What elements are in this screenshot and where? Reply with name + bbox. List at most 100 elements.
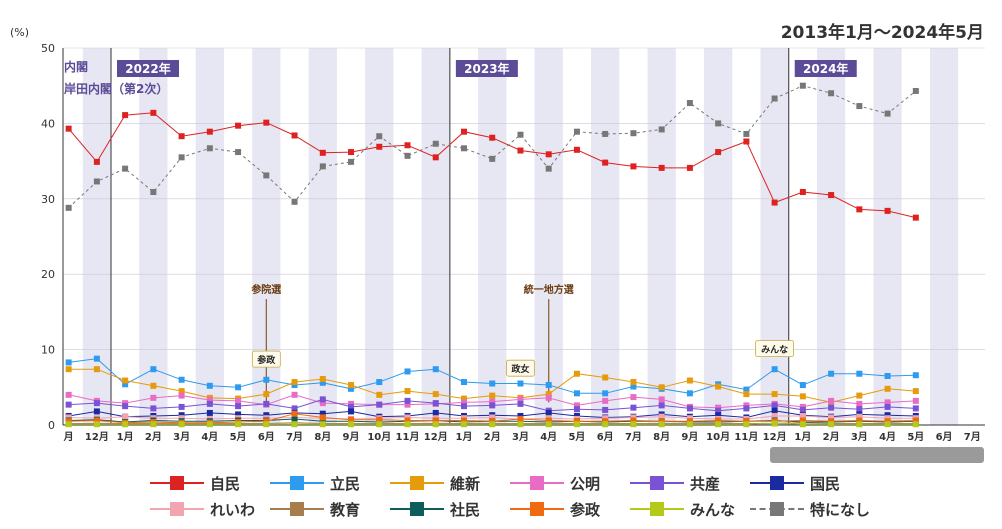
data-point bbox=[715, 120, 722, 127]
data-point bbox=[602, 390, 609, 397]
data-point bbox=[856, 417, 863, 424]
data-point bbox=[404, 368, 411, 375]
y-tick-label: 10 bbox=[41, 344, 55, 357]
data-point bbox=[178, 154, 185, 161]
data-point bbox=[828, 370, 835, 377]
data-point bbox=[432, 409, 439, 416]
data-point bbox=[573, 128, 580, 135]
x-tick-label: 4月 bbox=[540, 431, 557, 443]
data-point bbox=[376, 379, 383, 386]
data-point bbox=[602, 415, 609, 422]
data-point bbox=[517, 400, 524, 407]
legend-item: 国民 bbox=[750, 473, 870, 494]
data-point bbox=[771, 95, 778, 102]
callout-label: みんな bbox=[761, 345, 788, 356]
x-tick-label: 5月 bbox=[907, 431, 924, 443]
data-point bbox=[828, 192, 835, 199]
data-point bbox=[573, 421, 580, 428]
data-point bbox=[630, 414, 637, 421]
data-point bbox=[291, 132, 298, 139]
data-point bbox=[658, 413, 665, 420]
data-point bbox=[715, 412, 722, 419]
y-tick-label: 20 bbox=[41, 268, 55, 281]
data-point bbox=[122, 112, 129, 119]
data-point bbox=[93, 417, 100, 424]
data-point bbox=[178, 376, 185, 383]
data-point bbox=[432, 366, 439, 373]
data-point bbox=[743, 402, 750, 409]
poll-line-chart: 0 10 20 30 40 50 (%) 2022年 2023年 2024年 内閣岸田内閣（第2次）… bbox=[10, 26, 985, 443]
data-point bbox=[545, 394, 552, 401]
data-point bbox=[602, 159, 609, 166]
data-point bbox=[65, 391, 72, 398]
chart-scrollbar[interactable] bbox=[770, 447, 984, 463]
data-point bbox=[771, 366, 778, 373]
data-point bbox=[206, 128, 213, 135]
data-point bbox=[884, 372, 891, 379]
x-tick-label: 12月 bbox=[85, 431, 109, 443]
data-point bbox=[263, 412, 270, 419]
data-point bbox=[376, 421, 383, 428]
x-tick-label: 2月 bbox=[823, 431, 840, 443]
data-point bbox=[743, 421, 750, 428]
data-point bbox=[319, 376, 326, 383]
data-point bbox=[828, 397, 835, 404]
data-point bbox=[799, 406, 806, 413]
year-tag-label: 2023年 bbox=[464, 61, 509, 76]
data-point bbox=[771, 420, 778, 427]
data-point bbox=[630, 379, 637, 386]
data-point bbox=[884, 415, 891, 422]
data-point bbox=[178, 392, 185, 399]
legend-item: 維新 bbox=[390, 473, 510, 494]
legend-swatch bbox=[270, 476, 324, 490]
data-point bbox=[602, 374, 609, 381]
event-label: 統一地方選 bbox=[524, 283, 574, 296]
data-point bbox=[235, 421, 242, 428]
data-point bbox=[658, 126, 665, 133]
data-point bbox=[432, 421, 439, 428]
data-point bbox=[404, 401, 411, 408]
data-point bbox=[828, 414, 835, 421]
data-point bbox=[771, 412, 778, 419]
data-point bbox=[856, 103, 863, 110]
data-point bbox=[150, 109, 157, 116]
data-point bbox=[828, 421, 835, 428]
data-point bbox=[291, 405, 298, 412]
month-band bbox=[421, 48, 450, 425]
year-tag bbox=[794, 60, 857, 77]
legend-label: 自民 bbox=[210, 474, 241, 493]
data-point bbox=[799, 189, 806, 196]
data-point bbox=[799, 412, 806, 419]
data-point bbox=[319, 414, 326, 421]
data-point bbox=[884, 207, 891, 214]
data-point bbox=[235, 149, 242, 156]
month-band bbox=[647, 48, 676, 425]
data-point bbox=[122, 165, 129, 172]
data-point bbox=[743, 138, 750, 145]
data-point bbox=[715, 407, 722, 414]
month-band bbox=[929, 48, 959, 425]
event-label: 参院選 bbox=[251, 283, 281, 296]
data-point bbox=[65, 359, 72, 366]
data-point bbox=[348, 421, 355, 428]
data-point bbox=[912, 372, 919, 379]
data-point bbox=[602, 397, 609, 404]
data-point bbox=[291, 391, 298, 398]
series-lines bbox=[65, 82, 919, 428]
data-point bbox=[206, 397, 213, 404]
x-tick-label: 7月 bbox=[625, 431, 642, 443]
data-point bbox=[715, 421, 722, 428]
data-point bbox=[573, 406, 580, 413]
data-point bbox=[122, 381, 129, 388]
legend-swatch bbox=[150, 476, 204, 490]
data-point bbox=[291, 379, 298, 386]
x-tick-label: 7月 bbox=[964, 431, 981, 443]
legend-item: 参政 bbox=[510, 499, 630, 520]
month-band bbox=[873, 48, 902, 425]
data-point bbox=[319, 421, 326, 428]
data-point bbox=[545, 391, 552, 398]
data-point bbox=[348, 149, 355, 156]
data-point bbox=[263, 418, 270, 425]
legend-swatch bbox=[630, 502, 684, 516]
data-point bbox=[545, 409, 552, 416]
